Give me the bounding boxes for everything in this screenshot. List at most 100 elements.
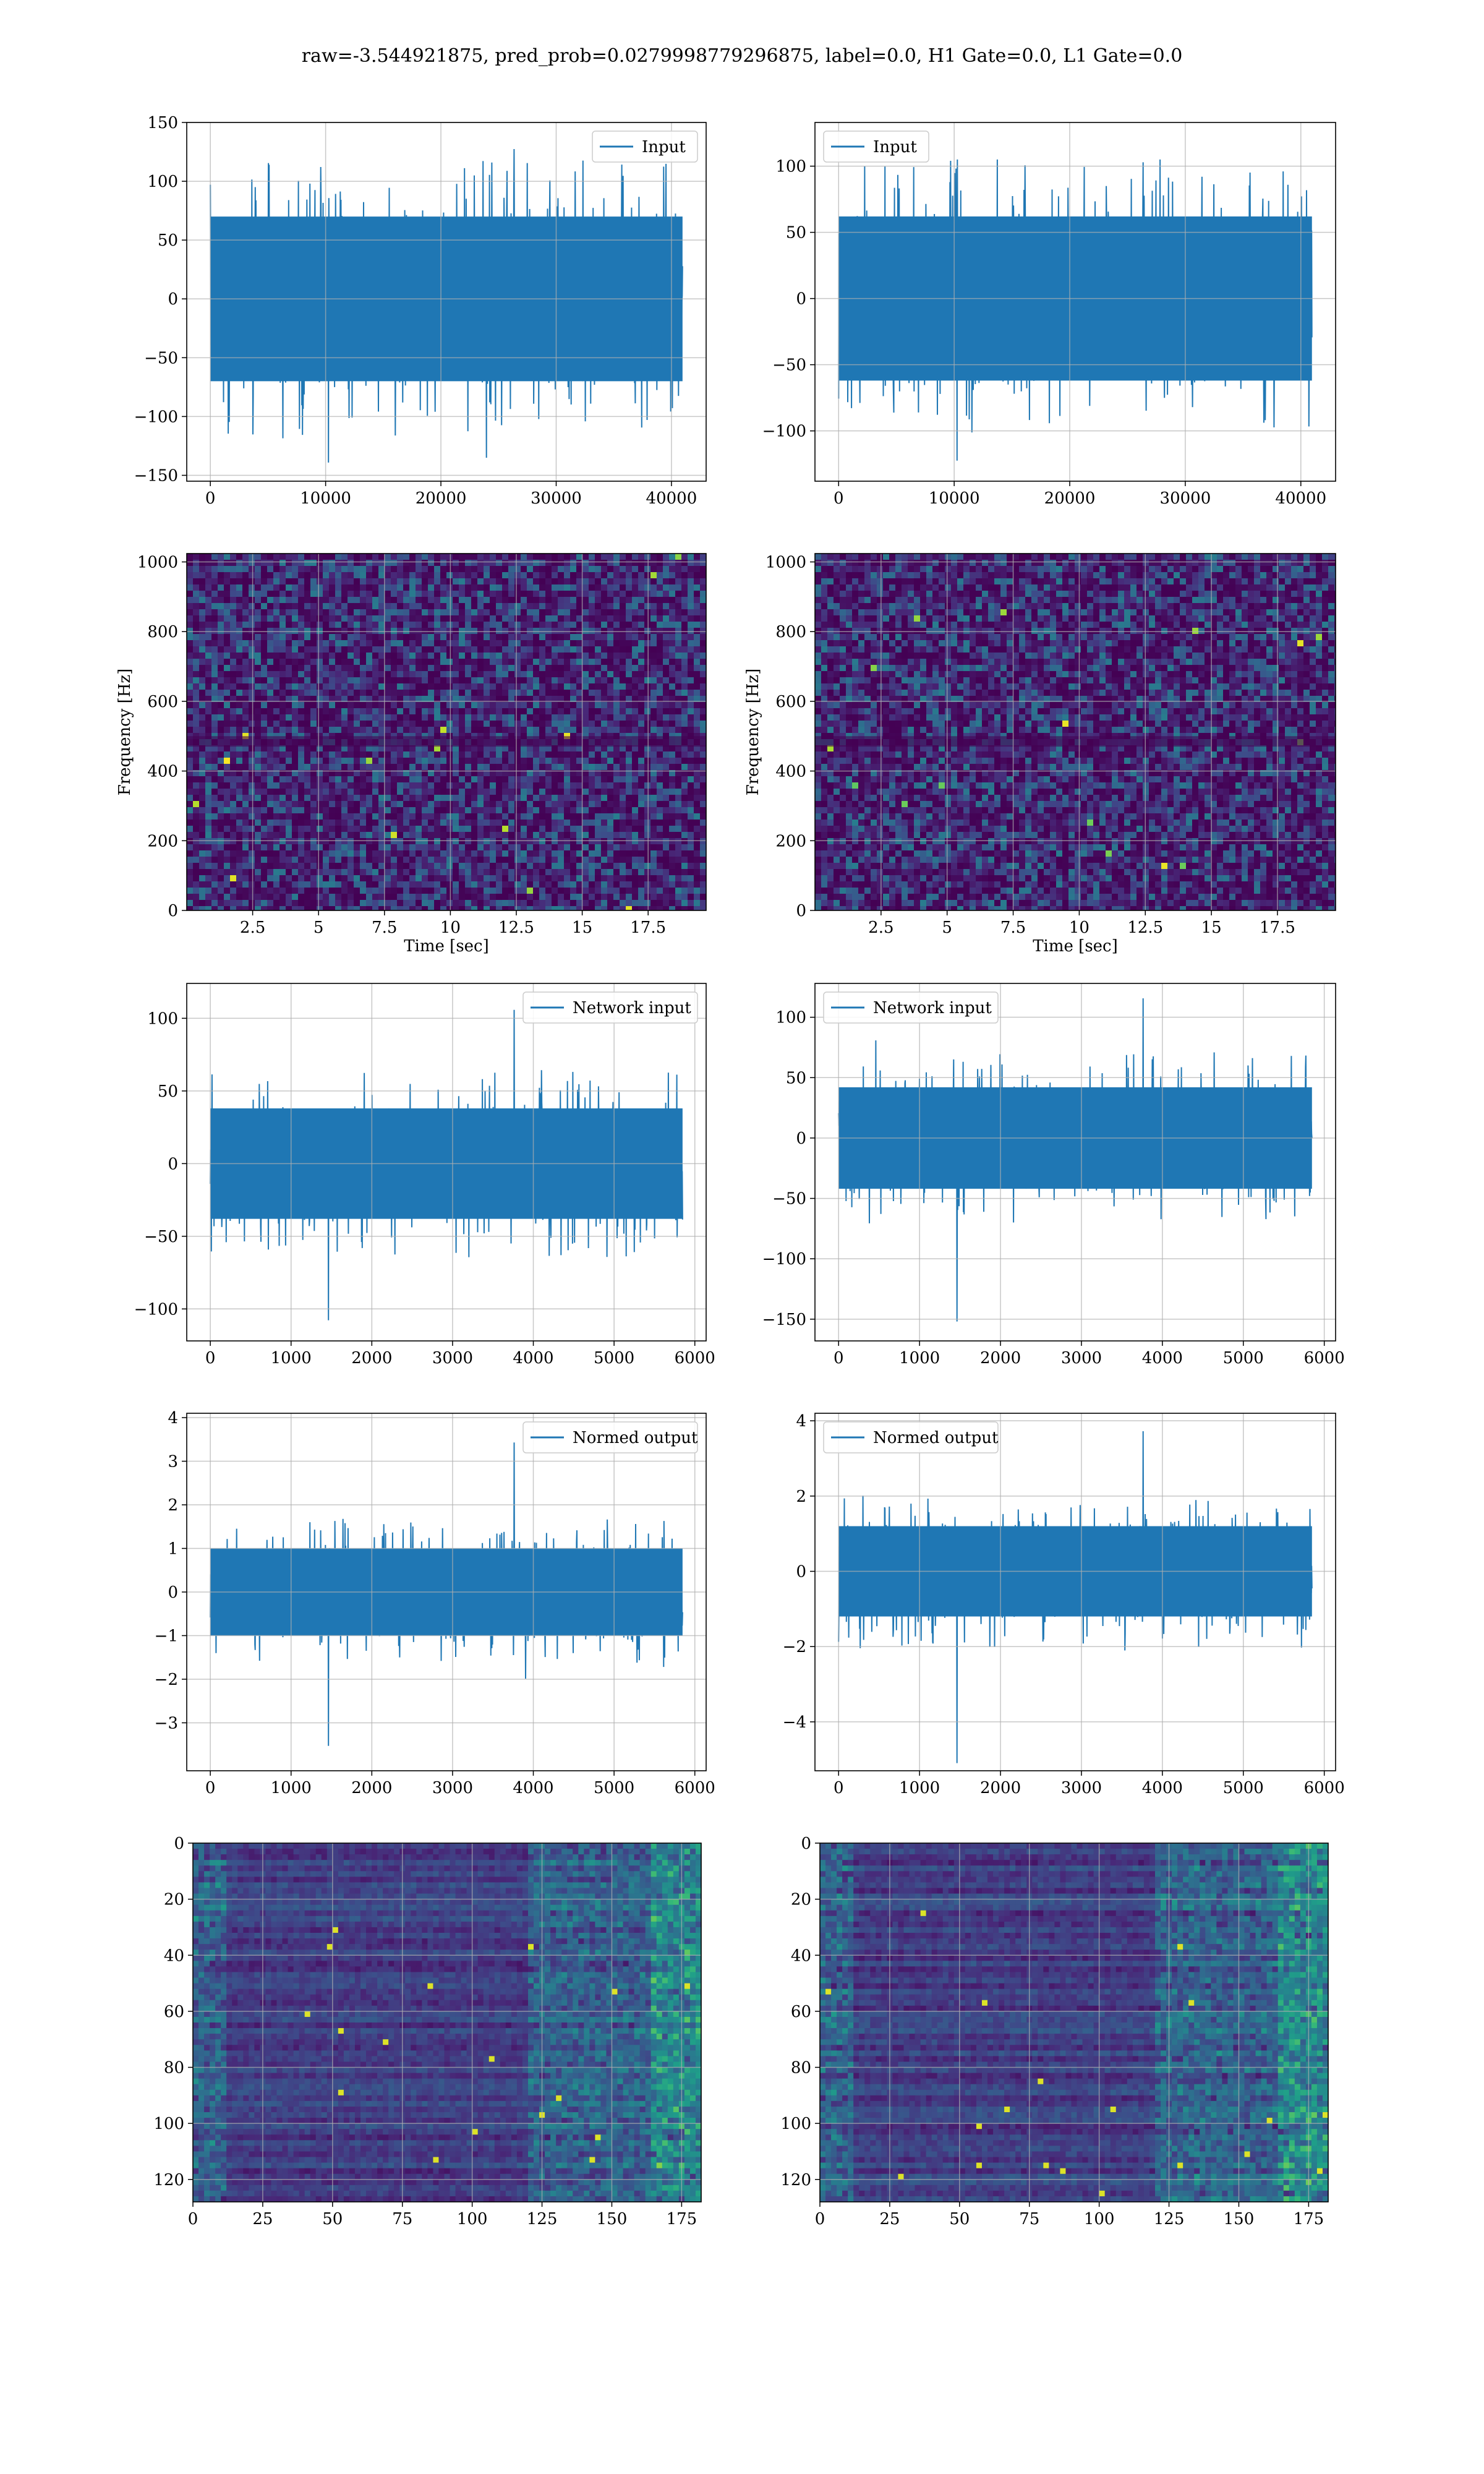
spectrogram-cell — [292, 665, 299, 672]
spectrogram-cell — [341, 721, 348, 727]
spectrogram-cell — [434, 690, 441, 696]
spectrogram-cell — [273, 826, 280, 833]
spectrogram-cell — [694, 690, 701, 696]
spectrogram-cell — [607, 906, 614, 910]
spectrogram-cell — [416, 572, 422, 579]
spectrogram-cell — [490, 906, 497, 910]
spectrogram-cell — [681, 776, 688, 783]
spectrogram-cell — [613, 758, 620, 764]
spectrogram-cell — [224, 820, 231, 826]
spectrogram-cell — [508, 690, 515, 696]
spectrogram-cell — [317, 628, 323, 635]
spectrogram-cell — [490, 857, 497, 863]
spectrogram-cell — [354, 906, 360, 910]
spectrogram-cell — [317, 653, 323, 659]
spectrogram-cell — [638, 591, 645, 597]
spectrogram-cell — [360, 733, 367, 740]
spectrogram-cell — [378, 584, 385, 591]
spectrogram-cell — [533, 702, 540, 709]
spectrogram-cell — [539, 578, 546, 585]
spectrogram-cell — [354, 622, 360, 628]
spectrogram-cell — [644, 597, 651, 604]
spectrogram-cell — [286, 572, 292, 579]
spectrogram-cell — [428, 906, 435, 910]
spectrogram-cell — [613, 584, 620, 591]
spectrogram-cell — [298, 554, 305, 560]
spectrogram-cell — [205, 640, 212, 647]
spectrogram-cell — [323, 764, 330, 771]
spectrogram-cell — [440, 875, 447, 882]
spectrogram-cell — [514, 702, 521, 709]
spectrogram-cell — [354, 677, 360, 684]
spectrogram-cell — [675, 554, 682, 560]
spectrogram-cell — [521, 894, 527, 901]
spectrogram-cell — [434, 875, 441, 882]
spectrogram-cell — [193, 906, 200, 910]
spectrogram-cell — [416, 894, 422, 901]
spectrogram-cell — [533, 900, 540, 907]
spectrogram-cell — [632, 844, 639, 851]
spectrogram-cell — [261, 640, 268, 647]
spectrogram-cell — [378, 628, 385, 635]
spectrogram-cell — [335, 696, 342, 703]
spectrogram-cell — [681, 702, 688, 709]
spectrogram-cell — [428, 702, 435, 709]
spectrogram-cell — [440, 653, 447, 659]
spectrogram-cell — [595, 702, 602, 709]
spectrogram-cell — [539, 591, 546, 597]
spectrogram-cell — [484, 634, 490, 641]
spectrogram-cell — [409, 671, 416, 678]
spectrogram-cell — [539, 714, 546, 721]
spectrogram-cell — [471, 671, 478, 678]
spectrogram-cell — [490, 622, 497, 628]
spectrogram-cell — [440, 591, 447, 597]
spectrogram-cell — [626, 826, 633, 833]
spectrogram-cell — [620, 863, 626, 870]
spectrogram-cell — [366, 733, 373, 740]
spectrogram-cell — [286, 646, 292, 653]
spectrogram-cell — [601, 591, 608, 597]
spectrogram-cell — [650, 659, 657, 666]
spectrogram-cell — [663, 727, 670, 734]
spectrogram-cell — [521, 727, 527, 734]
spectrogram-cell — [385, 770, 391, 777]
spectrogram-cell — [341, 702, 348, 709]
spectrogram-cell — [230, 659, 237, 666]
spectrogram-cell — [273, 807, 280, 814]
spectrogram-cell — [490, 770, 497, 777]
spectrogram-cell — [218, 764, 224, 771]
spectrogram-cell — [589, 820, 595, 826]
spectrogram-cell — [428, 801, 435, 808]
spectrogram-cell — [218, 745, 224, 752]
spectrogram-cell — [552, 727, 558, 734]
spectrogram-cell — [199, 795, 206, 802]
spectrogram-cell — [502, 894, 509, 901]
spectrogram-cell — [298, 665, 305, 672]
spectrogram-cell — [496, 801, 503, 808]
spectrogram-cell — [193, 683, 200, 690]
spectrogram-cell — [545, 708, 552, 715]
spectrogram-cell — [650, 733, 657, 740]
spectrogram-cell — [484, 659, 490, 666]
spectrogram-cell — [372, 888, 379, 894]
spectrogram-cell — [199, 863, 206, 870]
spectrogram-cell — [465, 844, 472, 851]
spectrogram-cell — [527, 801, 534, 808]
plot-area — [838, 159, 1313, 461]
spectrogram-cell — [372, 875, 379, 882]
spectrogram-cell — [304, 813, 311, 820]
spectrogram-cell — [378, 603, 385, 610]
spectrogram-cell — [527, 900, 534, 907]
spectrogram-cell — [317, 733, 323, 740]
spectrogram-cell — [564, 708, 571, 715]
spectrogram-cell — [434, 702, 441, 709]
spectrogram-cell — [650, 789, 657, 795]
spectrogram-cell — [205, 622, 212, 628]
spectrogram-cell — [218, 844, 224, 851]
spectrogram-cell — [193, 640, 200, 647]
spectrogram-cell — [341, 820, 348, 826]
spectrogram-cell — [416, 665, 422, 672]
spectrogram-cell — [669, 888, 676, 894]
spectrogram-cell — [286, 597, 292, 604]
spectrogram-cell — [539, 609, 546, 616]
